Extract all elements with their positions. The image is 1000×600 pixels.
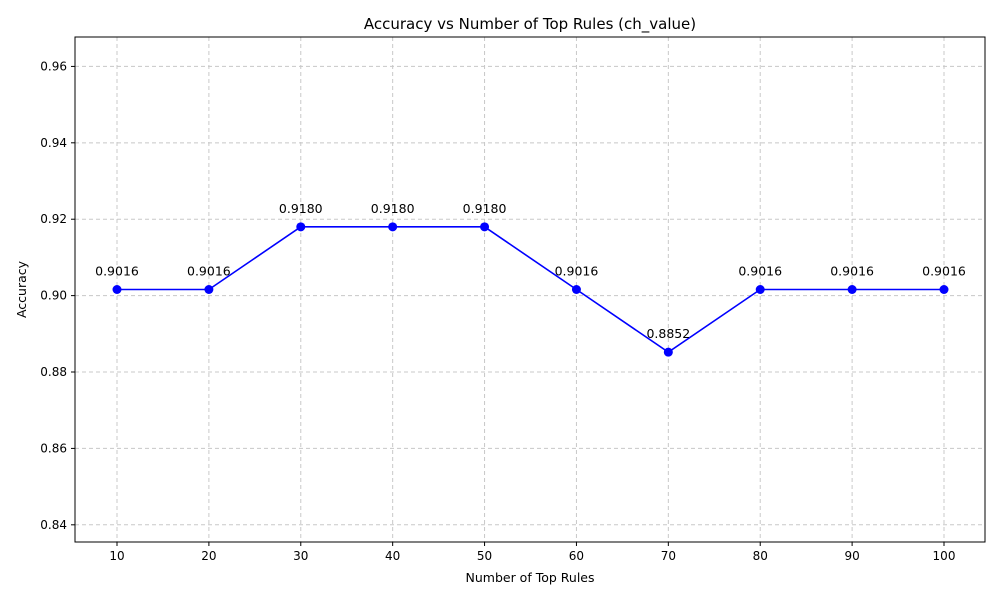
y-tick-label: 0.94: [40, 136, 67, 150]
data-point: [571, 285, 581, 294]
data-point: [480, 222, 490, 232]
x-tick-label: 100: [933, 549, 956, 563]
x-tick-label: 90: [844, 549, 859, 563]
x-tick-label: 70: [661, 549, 676, 563]
y-axis-ticks: 0.84 0.86 0.88 0.90 0.92 0.94 0.96: [40, 59, 75, 532]
data-label: 0.9180: [371, 201, 415, 216]
series-layer: [112, 222, 949, 357]
chart-title: Accuracy vs Number of Top Rules (ch_valu…: [364, 15, 696, 34]
x-tick-label: 50: [477, 549, 492, 563]
x-tick-label: 20: [201, 549, 216, 563]
data-point: [296, 222, 306, 232]
y-axis-label: Accuracy: [14, 260, 29, 318]
y-tick-label: 0.90: [40, 289, 67, 303]
x-tick-label: 80: [753, 549, 768, 563]
plot-frame: [74, 36, 986, 543]
data-point: [112, 285, 122, 294]
y-tick-label: 0.86: [40, 441, 67, 455]
x-tick-label: 30: [293, 549, 308, 563]
data-point: [388, 222, 398, 232]
data-label: 0.9180: [463, 201, 507, 216]
y-tick-label: 0.96: [40, 59, 67, 73]
x-axis-ticks: 10 20 30 40 50 60 70 80 90 100: [109, 542, 955, 563]
series-line: [117, 226, 944, 354]
y-tick-label: 0.84: [40, 518, 67, 532]
data-label: 0.9016: [555, 264, 599, 279]
x-tick-label: 40: [385, 549, 400, 563]
data-labels: 0.9016 0.9016 0.9180 0.9180 0.9180 0.9016 0.88…: [95, 201, 966, 341]
x-axis-label: Number of Top Rules: [466, 570, 595, 585]
data-label: 0.9016: [922, 264, 966, 279]
data-point: [755, 285, 765, 294]
data-label: 0.9180: [279, 201, 323, 216]
data-point: [663, 347, 673, 357]
data-label: 0.9016: [830, 264, 874, 279]
data-label: 0.9016: [738, 264, 782, 279]
data-point: [939, 285, 949, 294]
x-tick-label: 60: [569, 549, 584, 563]
data-label: 0.9016: [187, 264, 231, 279]
data-label: 0.8852: [646, 326, 690, 341]
x-tick-label: 10: [109, 549, 124, 563]
data-point: [847, 285, 857, 294]
y-tick-label: 0.92: [40, 212, 67, 226]
y-tick-label: 0.88: [40, 365, 67, 379]
data-label: 0.9016: [95, 264, 139, 279]
data-point: [204, 285, 214, 294]
